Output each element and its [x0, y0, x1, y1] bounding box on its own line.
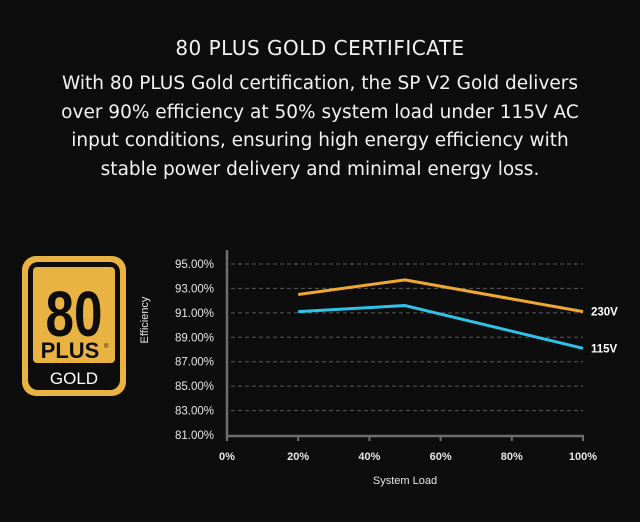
y-axis-label: Efficiency: [139, 296, 151, 343]
x-tick-label: 80%: [501, 451, 523, 463]
y-tick-label: 95.00%: [175, 259, 214, 271]
description-line: input conditions, ensuring high energy e…: [71, 130, 569, 151]
badge-number: 80: [46, 280, 103, 351]
series-label-115V: 115V: [591, 343, 618, 355]
x-axis-label: System Load: [373, 475, 437, 487]
series-label-230V: 230V: [591, 307, 618, 319]
x-tick-label: 100%: [569, 451, 597, 463]
badge-tier: GOLD: [50, 369, 98, 388]
description-line: With 80 PLUS Gold certification, the SP …: [61, 73, 579, 94]
y-tick-label: 89.00%: [175, 332, 214, 344]
badge-plus: PLUS: [41, 338, 100, 363]
y-tick-label: 91.00%: [175, 308, 214, 320]
x-tick-label: 20%: [287, 451, 309, 463]
series-line-230V: [297, 278, 584, 314]
x-tick-label: 60%: [430, 451, 452, 463]
y-tick-label: 81.00%: [175, 430, 214, 442]
80-plus-gold-badge-icon: 80 PLUS ® GOLD: [22, 256, 126, 396]
y-tick-label: 83.00%: [175, 406, 214, 418]
y-tick-label: 93.00%: [175, 283, 214, 295]
y-tick-label: 85.00%: [175, 381, 214, 393]
series-line-115V: [298, 304, 584, 350]
svg-text:®: ®: [104, 343, 109, 350]
x-tick-label: 40%: [358, 451, 380, 463]
description-line: stable power delivery and minimal energy…: [100, 158, 540, 180]
description-line: over 90% efficiency at 50% system load u…: [61, 101, 579, 123]
description: With 80 PLUS Gold certification, the SP …: [20, 70, 620, 184]
page-title: 80 PLUS GOLD CERTIFICATE: [175, 36, 465, 60]
y-tick-label: 87.00%: [175, 357, 214, 369]
x-tick-label: 0%: [219, 451, 235, 463]
